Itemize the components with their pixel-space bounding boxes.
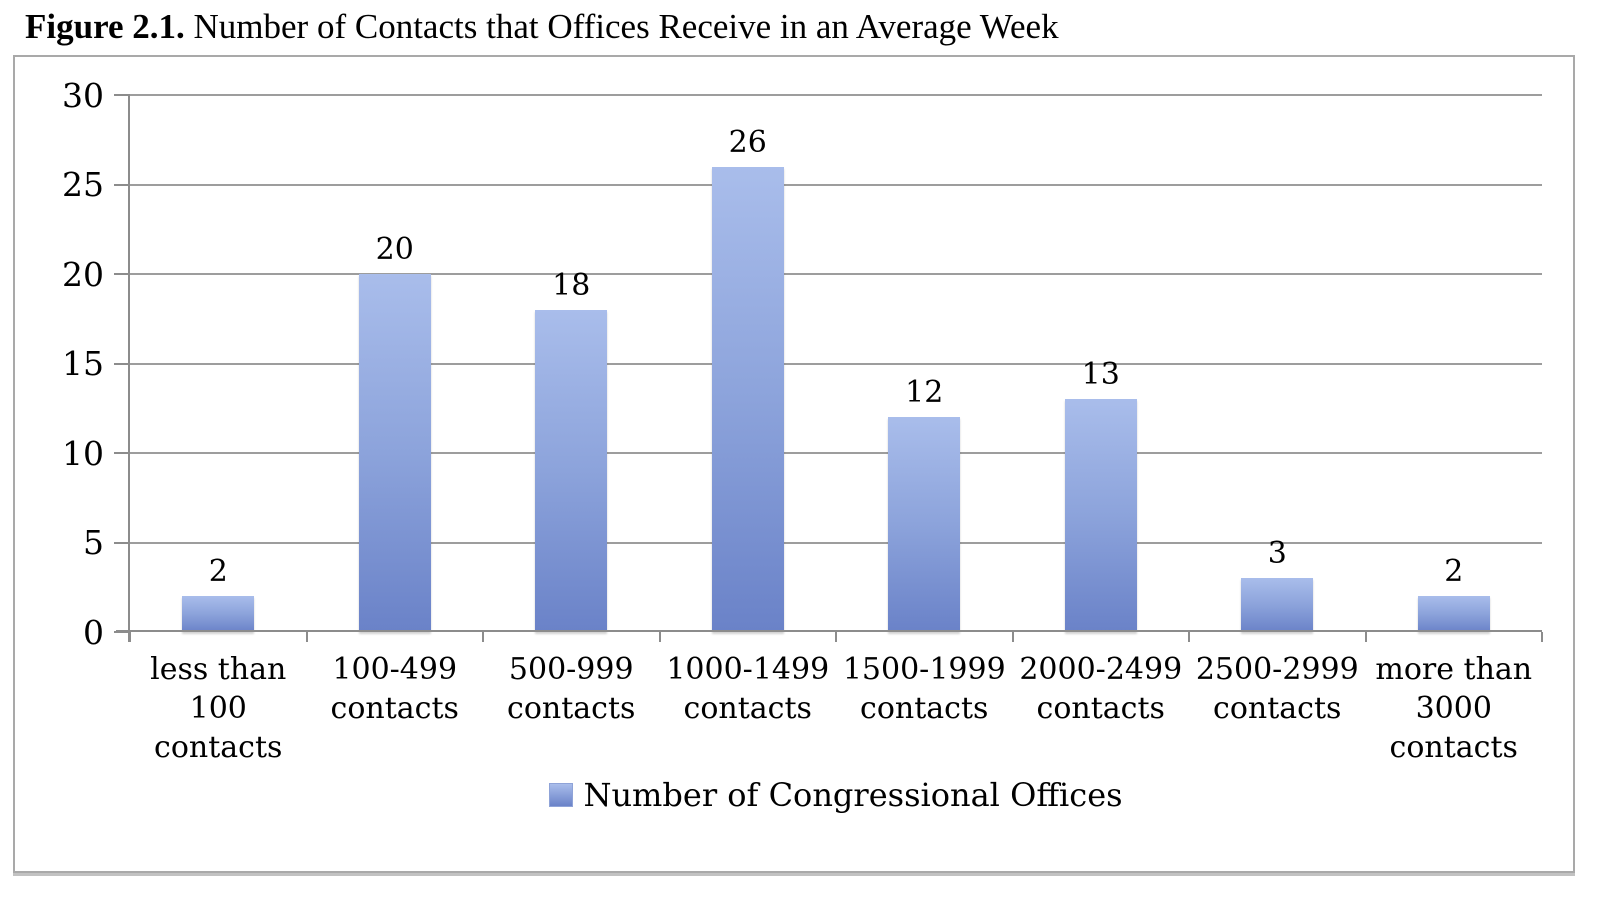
y-axis-label-10: 10 xyxy=(62,433,104,473)
x-tick-7 xyxy=(1364,632,1367,642)
bar-4 xyxy=(888,417,961,632)
bar-group-3: 26 xyxy=(660,95,837,632)
value-label-1: 20 xyxy=(375,232,414,268)
x-tick-0 xyxy=(129,632,131,642)
y-axis-label-5: 5 xyxy=(83,523,104,563)
bar-7 xyxy=(1417,596,1490,632)
x-tick-5 xyxy=(1011,632,1014,642)
x-axis-label-4: 1500-1999 contacts xyxy=(842,652,1006,726)
x-axis-label-5: 2000-2499 contacts xyxy=(1019,652,1183,726)
gridline-25 xyxy=(130,183,1542,186)
x-axis-label-3: 1000-1499 contacts xyxy=(666,652,830,726)
x-axis-label-6: 2500-2999 contacts xyxy=(1195,652,1359,726)
bar-2 xyxy=(535,309,608,632)
gridline-20 xyxy=(130,273,1542,276)
value-label-7: 2 xyxy=(1444,554,1464,590)
x-axis-label-2: 500-999 contacts xyxy=(507,652,636,726)
y-tick-0 xyxy=(114,631,130,633)
bar-group-6: 3 xyxy=(1189,95,1366,632)
y-axis-label-15: 15 xyxy=(62,344,104,383)
bar-group-0: 2 xyxy=(130,95,307,632)
gridline-5 xyxy=(130,541,1542,544)
legend: Number of Congressional Offices xyxy=(130,779,1542,811)
plot-area: 0 5 10 15 20 25 30 2 20 18 26 12 13 3 2 xyxy=(62,79,1543,649)
x-tick-3 xyxy=(658,632,661,642)
y-tick-30 xyxy=(114,94,130,96)
y-tick-20 xyxy=(114,273,130,276)
x-tick-1 xyxy=(305,632,308,642)
gridline-10 xyxy=(130,452,1542,455)
figure-number: Figure 2.1. xyxy=(25,7,185,46)
bar-5 xyxy=(1064,399,1137,632)
figure-title: Figure 2.1. Number of Contacts that Offi… xyxy=(25,6,1059,48)
y-tick-5 xyxy=(114,541,130,544)
gridline-30 xyxy=(130,94,1542,96)
figure-caption: Number of Contacts that Offices Receive … xyxy=(184,7,1059,46)
bar-group-1: 20 xyxy=(307,95,484,632)
y-axis-label-0: 0 xyxy=(83,612,104,652)
x-tick-6 xyxy=(1188,632,1190,642)
bar-1 xyxy=(358,274,431,632)
y-axis-label-20: 20 xyxy=(62,254,104,294)
x-axis-label-7: more than 3000 contacts xyxy=(1375,652,1533,765)
x-tick-8 xyxy=(1541,632,1543,642)
value-label-6: 3 xyxy=(1267,536,1287,572)
chart-frame: 0 5 10 15 20 25 30 2 20 18 26 12 13 3 2 less than 100… xyxy=(13,55,1575,873)
x-axis-labels: less than 100 contacts 100-499 contacts 50… xyxy=(130,650,1542,767)
bar-group-5: 13 xyxy=(1013,95,1190,632)
value-label-3: 26 xyxy=(728,124,767,160)
value-label-0: 2 xyxy=(208,554,228,590)
x-axis-line xyxy=(116,630,1542,632)
gridline-15 xyxy=(130,362,1542,365)
y-axis-label-30: 30 xyxy=(62,75,104,115)
bar-group-4: 12 xyxy=(836,95,1013,632)
bar-group-7: 2 xyxy=(1366,95,1543,632)
bar-3 xyxy=(711,166,784,632)
legend-swatch-icon xyxy=(549,783,574,807)
legend-label: Number of Congressional Offices xyxy=(583,776,1123,814)
x-tick-2 xyxy=(482,632,484,642)
value-label-4: 12 xyxy=(905,375,944,411)
x-tick-4 xyxy=(835,632,837,642)
x-axis-label-0: less than 100 contacts xyxy=(150,652,287,765)
y-tick-10 xyxy=(114,452,130,455)
bar-0 xyxy=(182,596,255,632)
bars-layer: 2 20 18 26 12 13 3 2 xyxy=(130,95,1542,632)
y-axis-line xyxy=(128,95,130,642)
bar-group-2: 18 xyxy=(483,95,660,632)
x-axis-label-1: 100-499 contacts xyxy=(330,652,459,726)
value-label-2: 18 xyxy=(552,267,591,303)
bar-6 xyxy=(1241,578,1314,632)
y-axis-label-25: 25 xyxy=(62,165,104,204)
y-tick-25 xyxy=(114,183,130,186)
y-tick-15 xyxy=(114,362,130,365)
value-label-5: 13 xyxy=(1081,357,1120,393)
